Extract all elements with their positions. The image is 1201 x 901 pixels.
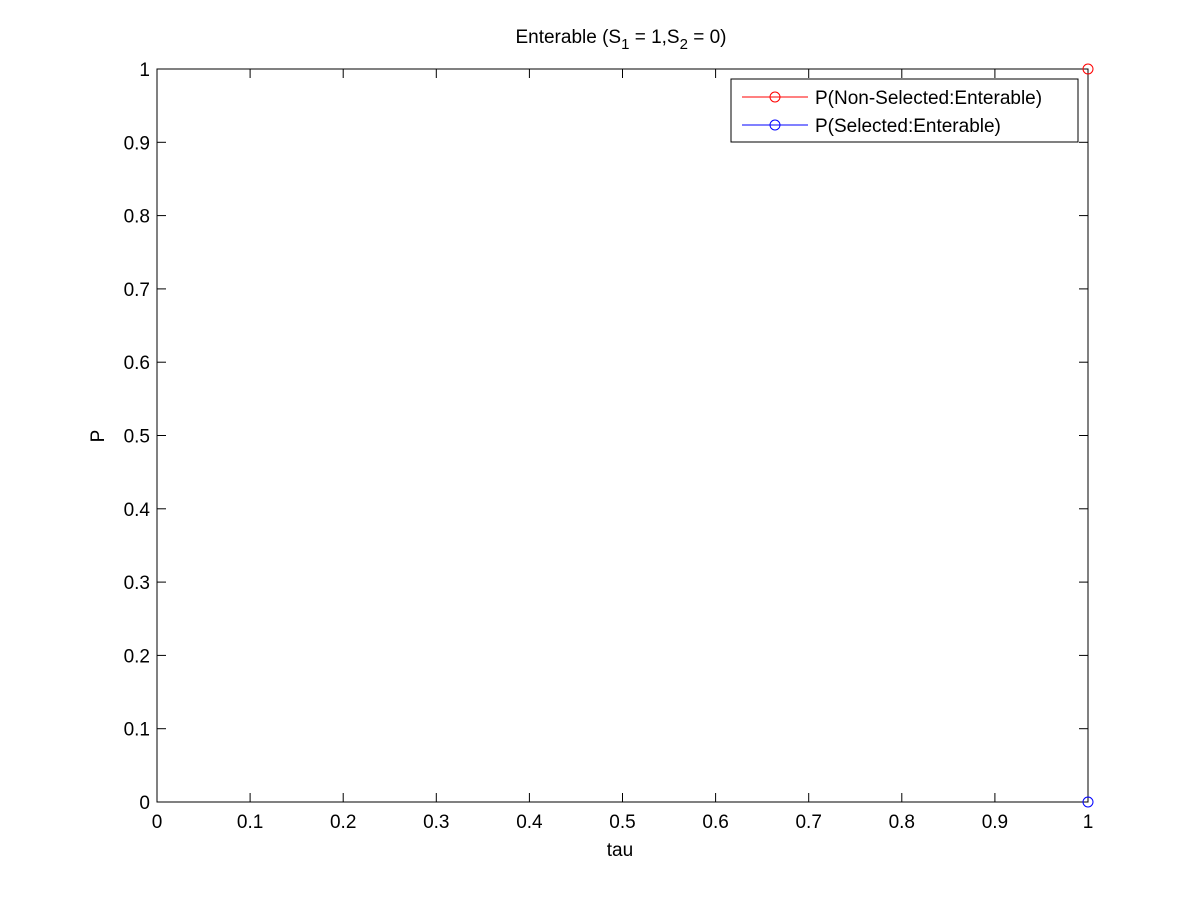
chart-title-subscript-1: 1 <box>621 36 629 53</box>
chart-title-middle: = 1,S <box>629 27 679 48</box>
x-tick-label: 0.6 <box>702 812 728 833</box>
x-tick-label: 0.4 <box>516 812 543 833</box>
legend-entry-selected: P(Selected:Enterable) <box>742 116 1001 137</box>
legend: P(Non-Selected:Enterable) P(Selected:Ent… <box>730 78 1079 143</box>
y-tick-label: 0.6 <box>124 353 150 374</box>
x-tick-label: 0.1 <box>237 812 263 833</box>
x-tick-label: 0.2 <box>330 812 356 833</box>
x-tick-label: 1 <box>1083 812 1094 833</box>
x-tick-label: 0.7 <box>795 812 821 833</box>
x-axis-ticks: 0 0.1 0.2 0.3 0.4 0.5 0.6 0.7 0.8 0.9 1 <box>152 69 1094 833</box>
legend-label-non-selected: P(Non-Selected:Enterable) <box>815 88 1042 109</box>
legend-label-selected: P(Selected:Enterable) <box>815 116 1001 137</box>
plot-area <box>156 68 1089 803</box>
series-1-point <box>1082 796 1094 808</box>
x-tick-label: 0.8 <box>889 812 915 833</box>
y-axis-label: P <box>88 430 109 443</box>
x-tick-label: 0 <box>152 812 163 833</box>
x-tick-label: 0.3 <box>423 812 449 833</box>
y-tick-label: 1 <box>139 60 150 81</box>
legend-entry-non-selected: P(Non-Selected:Enterable) <box>742 88 1042 109</box>
chart-title-prefix: Enterable (S <box>515 27 621 48</box>
x-tick-label: 0.9 <box>982 812 1008 833</box>
y-tick-label: 0.7 <box>124 280 150 301</box>
x-tick-label: 0.5 <box>609 812 635 833</box>
y-tick-label: 0.3 <box>124 573 150 594</box>
series-0-point <box>1082 63 1094 75</box>
y-axis-ticks: 0 0.1 0.2 0.3 0.4 0.5 0.6 0.7 0.8 0.9 1 <box>124 60 1088 814</box>
y-tick-label: 0.8 <box>124 207 150 228</box>
y-tick-label: 0.5 <box>124 427 150 448</box>
legend-marker-non-selected <box>769 91 781 103</box>
y-tick-label: 0.9 <box>124 133 150 154</box>
y-tick-label: 0.4 <box>124 500 151 521</box>
x-axis-label: tau <box>607 840 633 861</box>
y-tick-label: 0.2 <box>124 646 150 667</box>
chart-title: Enterable (S1 = 1,S2 = 0) <box>515 27 726 53</box>
legend-marker-selected <box>769 119 781 131</box>
chart-title-suffix: = 0) <box>688 27 727 48</box>
series-layer <box>1082 63 1094 808</box>
chart-title-subscript-2: 2 <box>680 36 688 53</box>
y-tick-label: 0 <box>139 793 150 814</box>
y-tick-label: 0.1 <box>124 720 150 741</box>
legend-box <box>730 78 1079 143</box>
